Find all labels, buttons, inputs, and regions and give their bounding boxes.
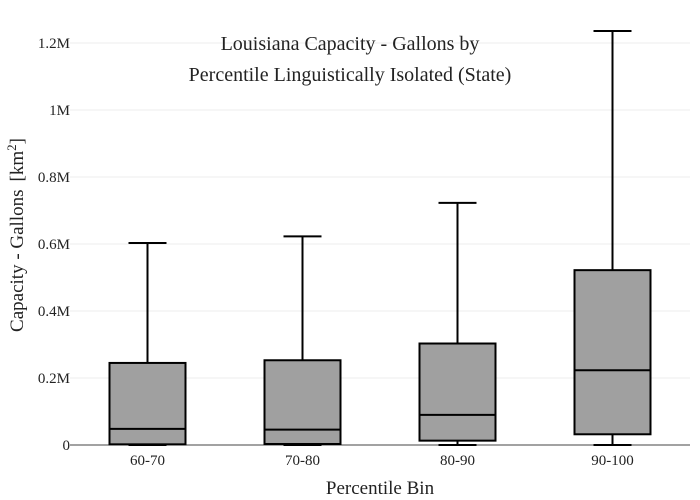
chart-title-line-2: Percentile Linguistically Isolated (Stat… — [189, 64, 512, 86]
x-tick-label: 70-80 — [285, 453, 320, 469]
y-axis-unit-close: ] — [7, 138, 28, 144]
x-tick-label: 90-100 — [591, 453, 634, 469]
chart-title-line-1: Louisiana Capacity - Gallons by — [221, 33, 480, 55]
x-axis-title: Percentile Bin — [326, 478, 435, 499]
y-tick-label: 0.8M — [38, 170, 70, 186]
iqr-box — [418, 342, 497, 442]
x-tick-label: 80-90 — [440, 453, 475, 469]
y-axis-title-text: Capacity - Gallons — [7, 189, 28, 331]
y-tick-label: 1.2M — [38, 36, 70, 52]
box-60-70 — [108, 242, 187, 446]
iqr-box — [263, 359, 342, 445]
x-tick-labels: 60-70 70-80 80-90 90-100 — [130, 453, 634, 469]
iqr-box — [108, 361, 187, 446]
iqr-box — [573, 269, 652, 436]
y-tick-label: 0.6M — [38, 237, 70, 253]
box-90-100 — [573, 30, 652, 446]
y-tick-labels: 0 0.2M 0.4M 0.6M 0.8M 1M 1.2M — [38, 36, 70, 454]
x-tick-label: 60-70 — [130, 453, 165, 469]
box-70-80 — [263, 235, 342, 446]
y-tick-label: 0 — [63, 438, 71, 454]
y-axis-unit: [km — [7, 151, 28, 182]
y-axis-title: Capacity - Gallons [km2] — [4, 138, 28, 332]
y-tick-label: 1M — [49, 103, 70, 119]
y-tick-label: 0.4M — [38, 304, 70, 320]
y-axis-unit-superscript: 2 — [4, 144, 19, 151]
y-tick-label: 0.2M — [38, 371, 70, 387]
boxes — [108, 30, 652, 446]
box-80-90 — [418, 201, 497, 446]
